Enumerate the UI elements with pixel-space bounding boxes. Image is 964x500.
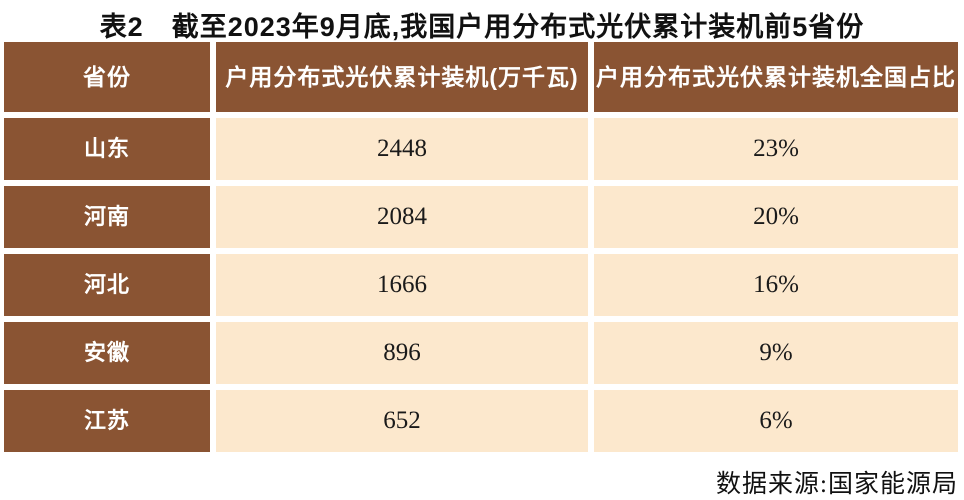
capacity-cell: 1666: [216, 254, 588, 316]
capacity-cell: 2448: [216, 118, 588, 180]
capacity-cell: 896: [216, 322, 588, 384]
capacity-cell: 2084: [216, 186, 588, 248]
province-cell: 河北: [4, 254, 210, 316]
province-cell: 河南: [4, 186, 210, 248]
province-cell: 山东: [4, 118, 210, 180]
share-cell: 20%: [594, 186, 958, 248]
capacity-cell: 652: [216, 390, 588, 452]
share-cell: 16%: [594, 254, 958, 316]
share-cell: 23%: [594, 118, 958, 180]
header-cell-capacity: 户用分布式光伏累计装机(万千瓦): [216, 42, 588, 112]
share-cell: 6%: [594, 390, 958, 452]
page-title: 表2 截至2023年9月底,我国户用分布式光伏累计装机前5省份: [99, 12, 865, 42]
data-table: 省份 户用分布式光伏累计装机(万千瓦) 户用分布式光伏累计装机全国占比 山东 2…: [4, 42, 958, 452]
header-cell-share: 户用分布式光伏累计装机全国占比: [594, 42, 958, 112]
header-cell-province: 省份: [4, 42, 210, 112]
province-cell: 江苏: [4, 390, 210, 452]
share-cell: 9%: [594, 322, 958, 384]
source-note: 数据来源:国家能源局: [716, 471, 958, 498]
province-cell: 安徽: [4, 322, 210, 384]
